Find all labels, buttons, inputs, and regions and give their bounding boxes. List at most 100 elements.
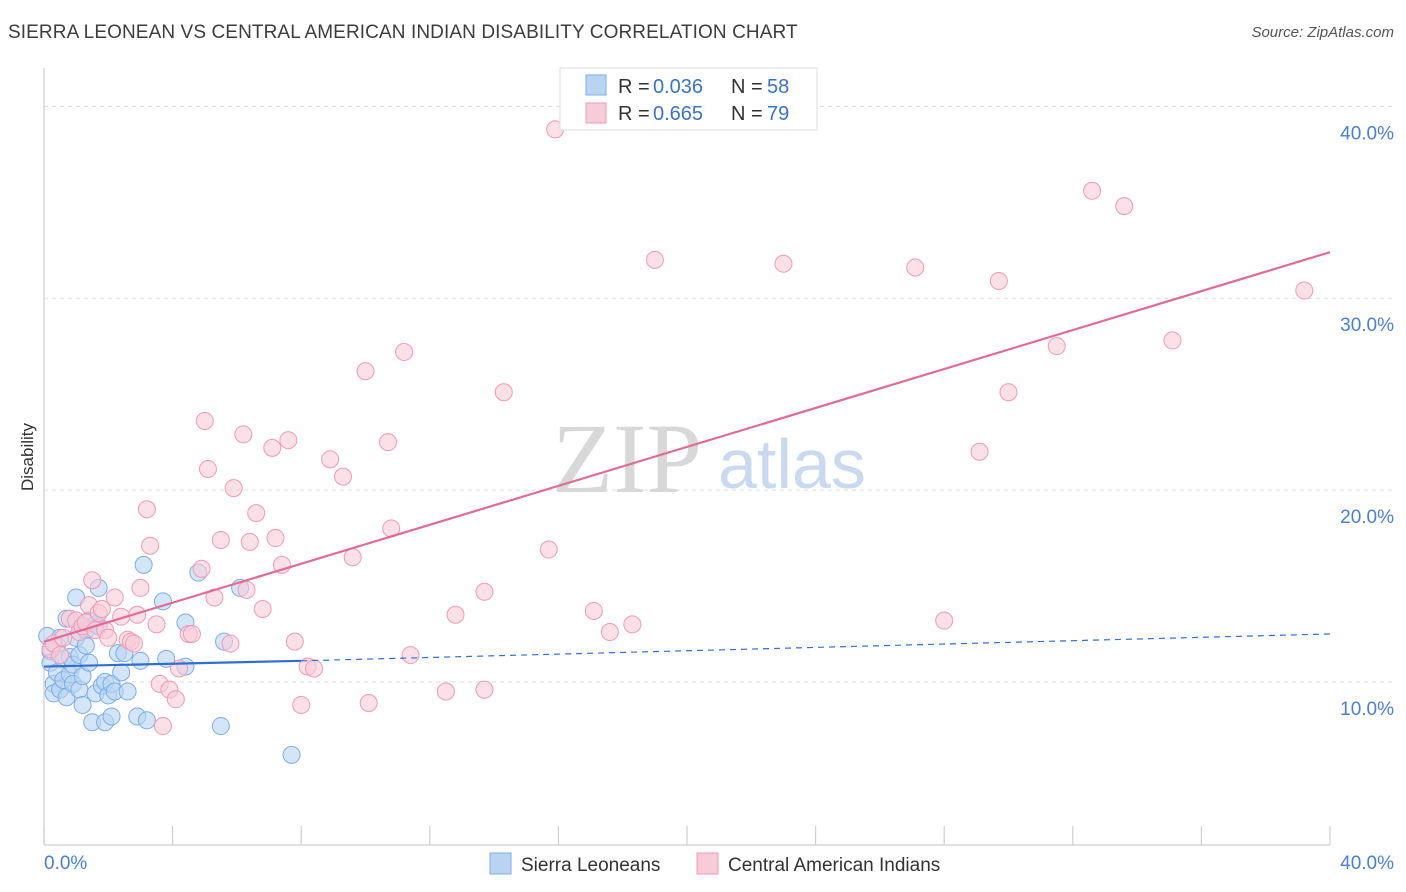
x-tick-label-min: 0.0% <box>44 853 87 874</box>
data-point <box>970 442 989 461</box>
data-point <box>285 632 304 651</box>
x-tick-labels: 0.0% 40.0% <box>44 853 1394 874</box>
stats-r-value-2: 0.665 <box>653 103 703 125</box>
data-point <box>305 659 324 678</box>
data-point <box>333 467 352 486</box>
stats-r-label-1: R = <box>618 76 650 98</box>
data-point <box>195 412 214 431</box>
data-point <box>131 578 150 597</box>
data-point <box>118 682 137 701</box>
data-point <box>134 555 153 574</box>
data-point <box>92 600 111 619</box>
source-credit: Source: ZipAtlas.com <box>1251 24 1394 41</box>
data-point <box>906 258 925 277</box>
legend-label-central-american-indians: Central American Indians <box>728 855 940 876</box>
data-point <box>774 254 793 273</box>
stats-n-label-1: N = <box>731 76 763 98</box>
data-point <box>153 717 172 736</box>
data-point <box>182 624 201 643</box>
trend-line-central-american-indians <box>43 251 1331 643</box>
trend-line-sierra-leoneans <box>43 659 302 668</box>
data-point <box>1047 337 1066 356</box>
data-point <box>401 646 420 665</box>
data-point <box>343 548 362 567</box>
data-point <box>999 383 1018 402</box>
data-point <box>125 634 144 653</box>
chart-title: SIERRA LEONEAN VS CENTRAL AMERICAN INDIA… <box>8 22 798 43</box>
stats-n-value-1: 58 <box>767 76 789 98</box>
legend-swatch-central-american-indians <box>696 852 719 875</box>
data-point <box>1295 281 1314 300</box>
data-point <box>137 711 156 730</box>
data-point <box>1083 181 1102 200</box>
data-point <box>147 615 166 634</box>
x-tick-label-max: 40.0% <box>1340 853 1394 874</box>
data-point <box>247 504 266 523</box>
trend-layer <box>43 251 1331 668</box>
y-tick-label-20: 20.0% <box>1340 507 1394 528</box>
data-point <box>131 651 150 670</box>
y-tick-labels: 10.0% 20.0% 30.0% 40.0% <box>1340 123 1394 720</box>
data-point <box>112 663 131 682</box>
data-point <box>263 438 282 457</box>
data-point <box>234 425 253 444</box>
data-point <box>224 479 243 498</box>
legend-label-sierra-leoneans: Sierra Leoneans <box>521 855 660 876</box>
data-point <box>51 646 70 665</box>
watermark-zip: ZIP <box>552 403 702 514</box>
data-point <box>166 690 185 709</box>
data-point <box>623 615 642 634</box>
y-tick-label-30: 30.0% <box>1340 315 1394 336</box>
data-point <box>198 459 217 478</box>
data-point <box>1163 331 1182 350</box>
data-point <box>128 605 147 624</box>
points-layer <box>38 120 1314 764</box>
data-point <box>395 342 414 361</box>
data-point <box>292 695 311 714</box>
trend-line-sierra-leoneans-extension <box>301 633 1331 662</box>
data-point <box>1115 197 1134 216</box>
data-point <box>153 592 172 611</box>
data-point <box>80 653 99 672</box>
data-point <box>192 559 211 578</box>
grid-layer <box>44 105 1392 683</box>
data-point <box>539 540 558 559</box>
stats-n-value-2: 79 <box>767 103 789 125</box>
stats-legend: R = 0.036 N = 58 R = 0.665 N = 79 <box>559 67 818 131</box>
data-point <box>379 433 398 452</box>
stats-swatch-sierra-leoneans <box>585 74 607 96</box>
data-point <box>137 500 156 519</box>
data-point <box>475 582 494 601</box>
data-point <box>935 611 954 630</box>
data-point <box>253 600 272 619</box>
data-point <box>989 271 1008 290</box>
data-point <box>584 601 603 620</box>
data-point <box>99 628 118 647</box>
data-point <box>321 450 340 469</box>
data-point <box>211 530 230 549</box>
data-point <box>356 362 375 381</box>
data-point <box>279 431 298 450</box>
legend-swatch-sierra-leoneans <box>489 852 512 875</box>
data-point <box>446 605 465 624</box>
data-point <box>211 717 230 736</box>
data-point <box>83 571 102 590</box>
data-point <box>359 694 378 713</box>
stats-r-label-2: R = <box>618 103 650 125</box>
stats-n-label-2: N = <box>731 103 763 125</box>
stats-swatch-central-american-indians <box>585 102 607 124</box>
axis-layer <box>43 68 1331 846</box>
bottom-legend: Sierra Leoneans Central American Indians <box>489 852 940 876</box>
y-tick-label-40: 40.0% <box>1340 123 1394 144</box>
stats-r-value-1: 0.036 <box>653 76 703 98</box>
data-point <box>645 250 664 269</box>
data-point <box>600 623 619 642</box>
data-point <box>475 680 494 699</box>
data-point <box>266 529 285 548</box>
data-point <box>105 588 124 607</box>
data-point <box>237 580 256 599</box>
data-point <box>494 383 513 402</box>
data-point <box>102 707 121 726</box>
data-point <box>436 682 455 701</box>
